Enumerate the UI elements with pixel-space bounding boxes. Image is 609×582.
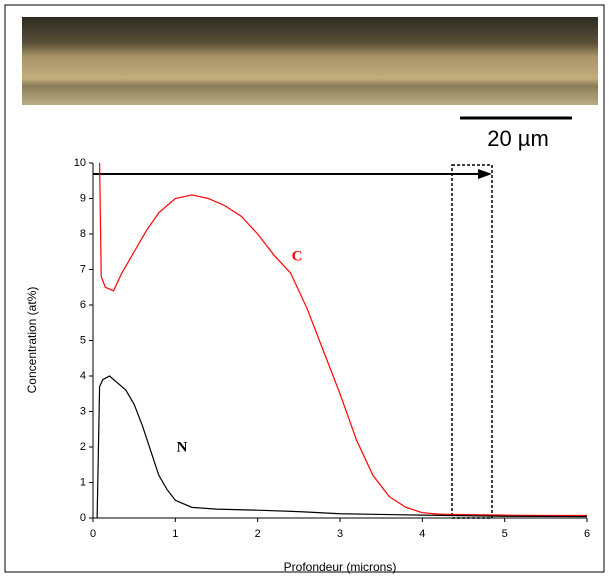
- dashed-box: [451, 164, 493, 519]
- x-tick-label: 5: [502, 528, 508, 540]
- y-tick-label: 6: [80, 299, 86, 311]
- scale-bar-label: 20 µm: [487, 126, 549, 151]
- y-tick-label: 9: [80, 192, 86, 204]
- arrow-head: [478, 169, 492, 179]
- y-tick-label: 8: [80, 228, 86, 240]
- y-tick-label: 3: [80, 405, 86, 417]
- x-tick-label: 4: [419, 528, 425, 540]
- series-label: C: [292, 248, 303, 264]
- y-tick-label: 10: [74, 157, 86, 169]
- x-tick-label: 3: [337, 528, 343, 540]
- x-tick-label: 0: [90, 528, 96, 540]
- y-axis-label: Concentration (at%): [25, 287, 39, 394]
- y-tick-label: 0: [80, 512, 86, 524]
- x-tick-label: 6: [584, 528, 590, 540]
- frame: [4, 4, 605, 573]
- x-tick-label: 2: [255, 528, 261, 540]
- series-label: N: [177, 439, 188, 455]
- x-tick-label: 1: [172, 528, 178, 540]
- line: [98, 162, 587, 517]
- y-tick-label: 4: [80, 370, 86, 382]
- y-tick-label: 2: [80, 441, 86, 453]
- x-axis-label: Profondeur (microns): [284, 560, 397, 574]
- y-tick-label: 5: [80, 334, 86, 346]
- line: [96, 375, 588, 519]
- micrograph: [22, 17, 598, 105]
- y-tick-label: 1: [80, 476, 86, 488]
- y-tick-label: 7: [80, 263, 86, 275]
